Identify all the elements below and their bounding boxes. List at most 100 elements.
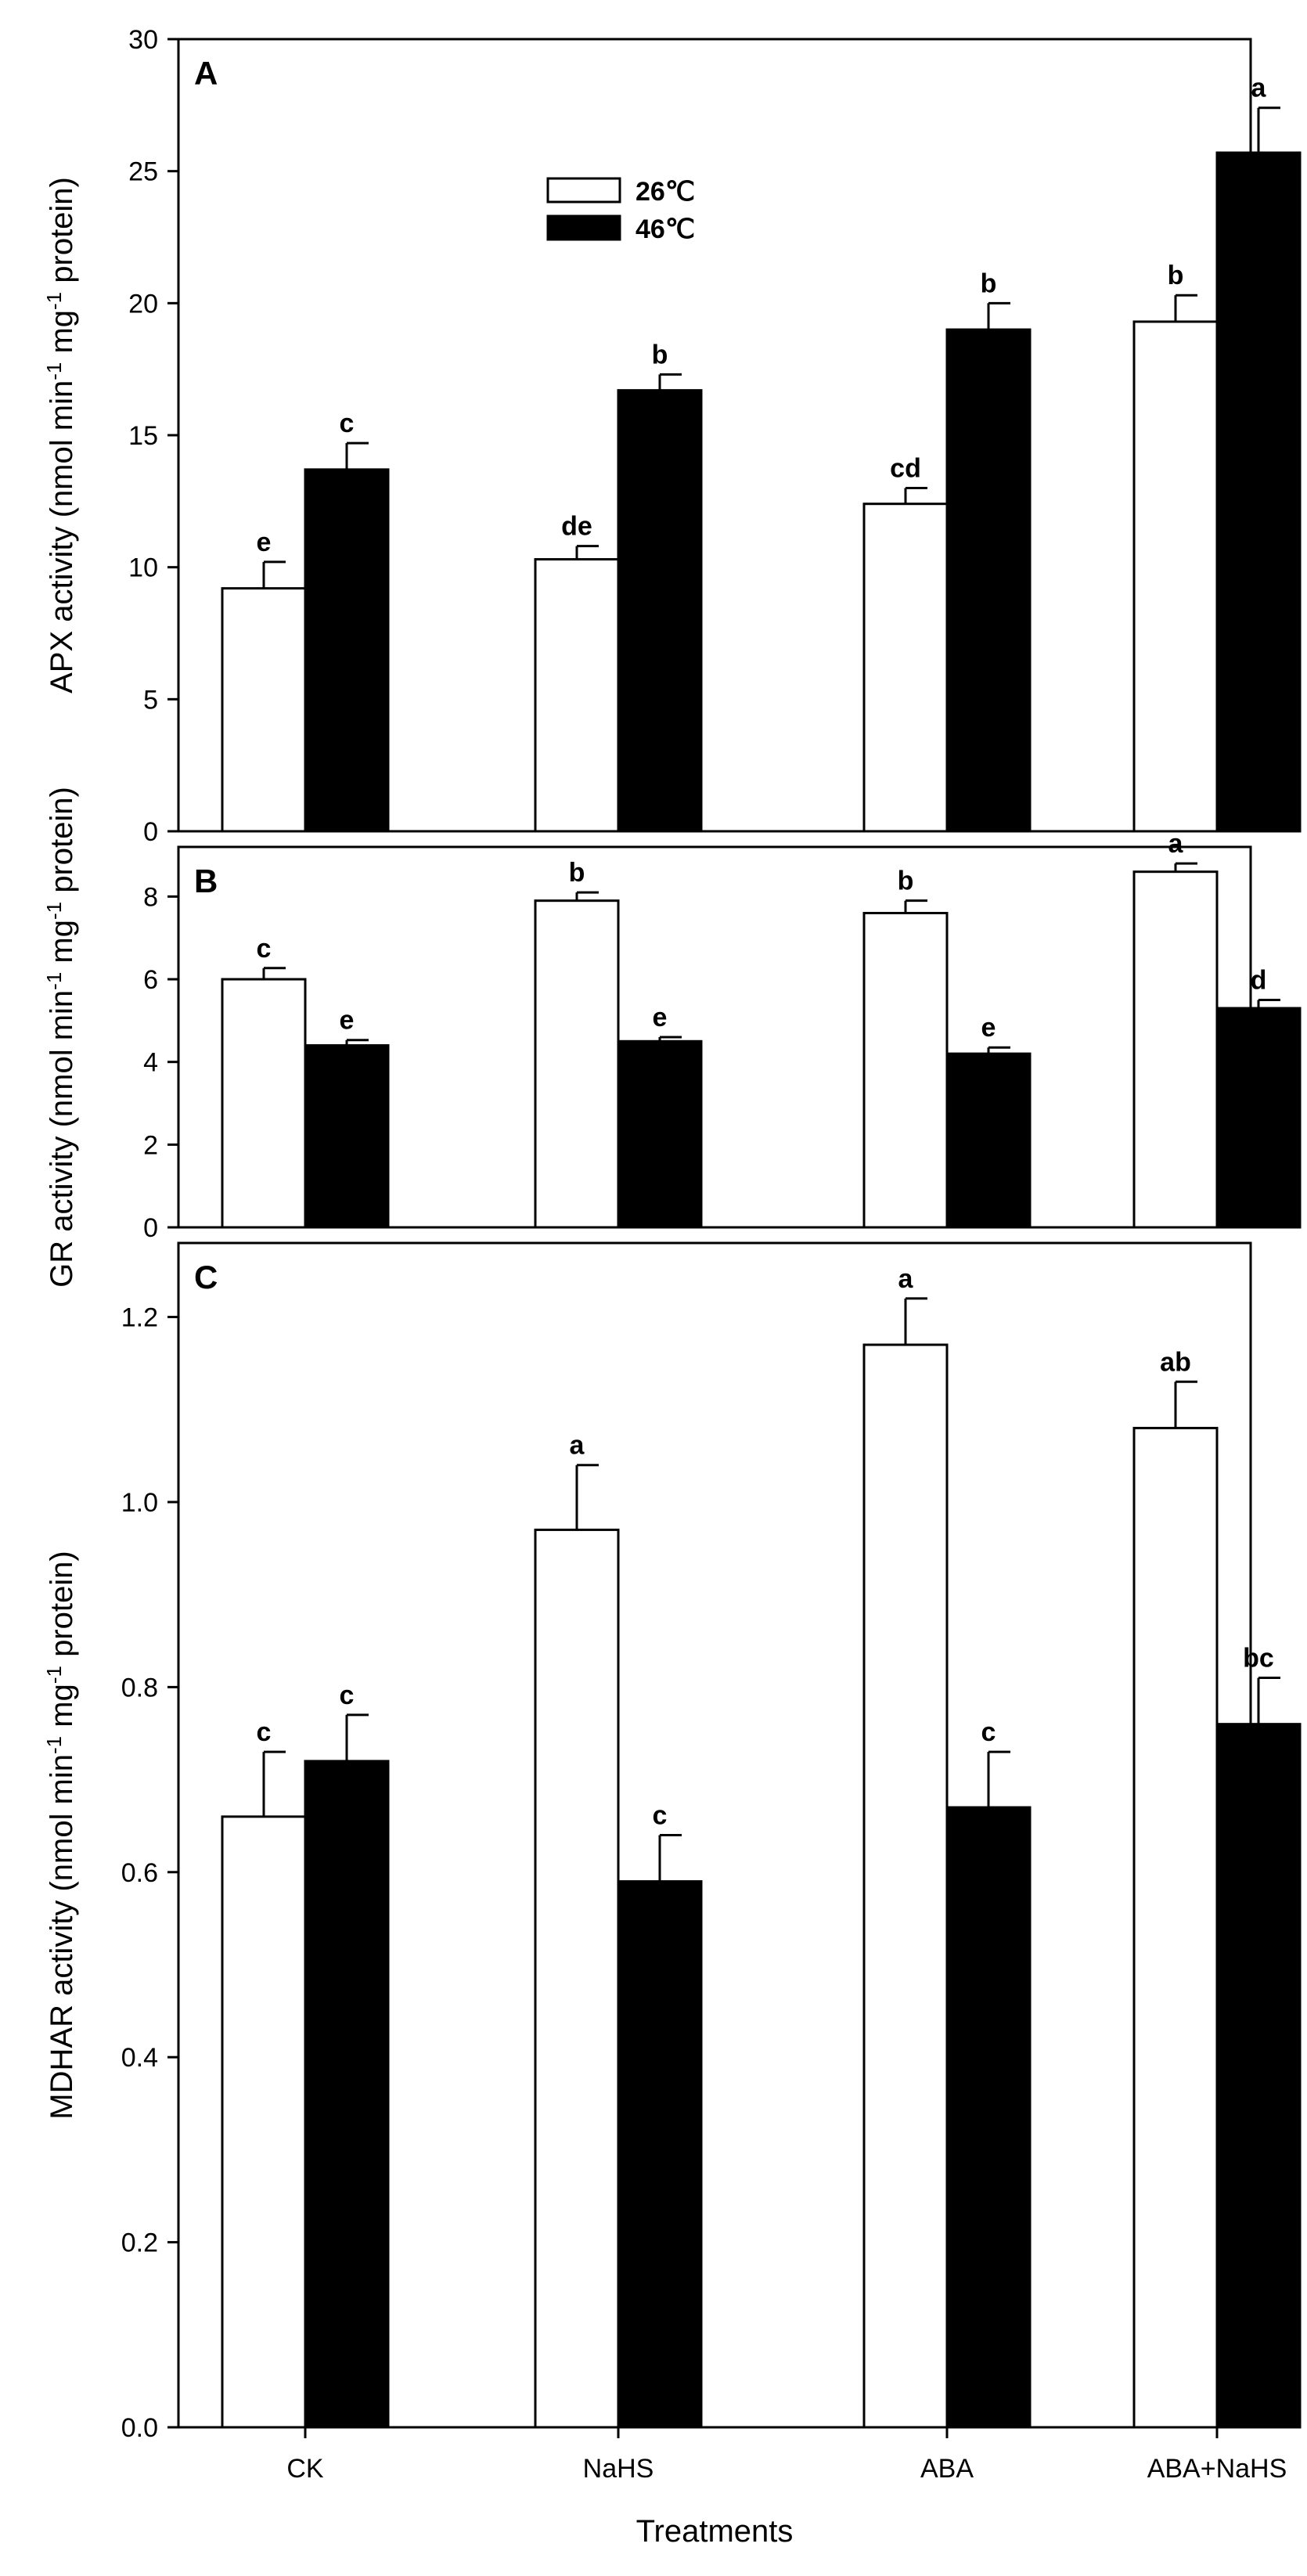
y-tick-label: 15 <box>128 421 158 451</box>
significance-letter: c <box>981 1717 996 1747</box>
significance-letter: e <box>340 1006 355 1036</box>
bar-46C <box>1215 1723 1302 2429</box>
bar-46C <box>945 1806 1032 2429</box>
significance-letter: a <box>898 1264 914 1294</box>
superscript: -1 <box>42 292 66 310</box>
superscript: -1 <box>42 972 66 990</box>
significance-letter: b <box>652 340 668 369</box>
significance-letter: bc <box>1243 1644 1274 1673</box>
superscript: -1 <box>42 1736 66 1754</box>
legend-swatch <box>546 214 621 241</box>
category-label: ABA <box>920 2454 974 2484</box>
y-tick-label: 1.2 <box>121 1303 158 1333</box>
significance-letter: c <box>257 1717 272 1747</box>
y-axis-title: APX activity (nmol min-1 mg-1 protein) <box>42 177 79 694</box>
y-tick-label: 0.0 <box>121 2413 158 2443</box>
label-part: APX activity (nmol min <box>45 380 79 694</box>
y-tick-label: 0.8 <box>121 1673 158 1702</box>
significance-letter: a <box>1251 74 1267 103</box>
y-tick-label: 1.0 <box>121 1488 158 1518</box>
significance-letter: cd <box>890 453 921 483</box>
superscript: -1 <box>42 1666 66 1684</box>
y-tick-label: 0.6 <box>121 1858 158 1888</box>
bar-26C <box>862 912 949 1229</box>
bar-46C <box>945 328 1032 833</box>
panel-letter: C <box>194 1259 218 1295</box>
y-tick-label: 6 <box>143 965 158 995</box>
bar-46C <box>304 468 390 833</box>
y-tick-label: 0.2 <box>121 2228 158 2258</box>
y-tick-label: 2 <box>143 1130 158 1160</box>
y-axis-title: MDHAR activity (nmol min-1 mg-1 protein) <box>42 1551 79 2119</box>
bar-46C <box>617 1880 703 2429</box>
significance-letter: a <box>1168 829 1184 859</box>
bar-46C <box>1215 1007 1302 1229</box>
category-label: CK <box>286 2454 324 2484</box>
y-tick-label: 5 <box>143 685 158 715</box>
label-part: mg <box>45 1684 79 1736</box>
panel-letter: A <box>194 55 218 92</box>
panel-letter: B <box>194 863 218 899</box>
y-tick-label: 0.4 <box>121 2043 158 2073</box>
significance-letter: c <box>653 1801 668 1831</box>
x-axis-title: Treatments <box>636 2514 794 2549</box>
significance-letter: c <box>340 409 355 438</box>
panel-C: 0.0 0.2 0.4 0.6 0.8 1.0 1.2 MDHAR activity (nmo… <box>42 1241 1302 2549</box>
bar-26C <box>862 1343 949 2429</box>
significance-letter: e <box>257 528 272 557</box>
bar-46C <box>617 389 703 833</box>
label-part: protein) <box>45 1551 79 1666</box>
category-label: ABA+NaHS <box>1147 2454 1287 2484</box>
y-tick-label: 4 <box>143 1048 158 1078</box>
superscript: -1 <box>42 902 66 920</box>
bar-26C <box>534 558 620 833</box>
superscript: -1 <box>42 362 66 380</box>
bar-26C <box>534 899 620 1229</box>
significance-letter: b <box>569 858 585 888</box>
bar-26C <box>221 587 307 833</box>
bar-26C <box>1132 320 1219 833</box>
bar-26C <box>862 503 949 833</box>
bar-26C <box>534 1528 620 2429</box>
bar-26C <box>1132 870 1219 1229</box>
legend-swatch <box>546 177 621 204</box>
label-part: GR activity (nmol min <box>45 990 79 1288</box>
label-part: MDHAR activity (nmol min <box>45 1754 79 2120</box>
label-part: protein) <box>45 787 79 902</box>
bar-46C <box>304 1044 390 1229</box>
significance-letter: de <box>561 512 592 542</box>
significance-letter: e <box>981 1013 996 1043</box>
significance-letter: c <box>257 934 272 964</box>
y-tick-label: 10 <box>128 553 158 583</box>
significance-letter: ab <box>1160 1347 1191 1377</box>
label-part: mg <box>45 310 79 362</box>
label-part: protein) <box>45 177 79 292</box>
bar-46C <box>304 1760 390 2429</box>
significance-letter: b <box>1168 261 1184 290</box>
legend-label: 46℃ <box>635 214 695 244</box>
y-tick-label: 8 <box>143 882 158 912</box>
bar-46C <box>945 1052 1032 1229</box>
bar-26C <box>221 1815 307 2429</box>
bar-26C <box>1132 1426 1219 2429</box>
bar-26C <box>221 978 307 1229</box>
significance-letter: b <box>898 866 914 896</box>
y-tick-label: 0 <box>143 1213 158 1243</box>
legend-label: 26℃ <box>635 177 695 207</box>
category-label: NaHS <box>583 2454 654 2484</box>
y-axis-title: GR activity (nmol min-1 mg-1 protein) <box>42 787 79 1288</box>
significance-letter: d <box>1251 965 1267 995</box>
y-tick-label: 0 <box>143 817 158 847</box>
y-tick-label: 25 <box>128 157 158 187</box>
significance-letter: b <box>981 268 997 298</box>
significance-letter: a <box>570 1431 585 1461</box>
y-tick-label: 30 <box>128 25 158 55</box>
label-part: mg <box>45 920 79 972</box>
bar-46C <box>617 1039 703 1229</box>
bar-46C <box>1215 151 1302 833</box>
significance-letter: e <box>653 1003 668 1032</box>
y-tick-label: 20 <box>128 289 158 319</box>
